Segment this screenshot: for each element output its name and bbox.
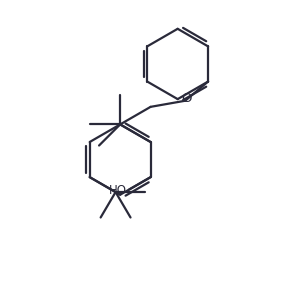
Text: O: O (182, 93, 192, 105)
Text: HO: HO (108, 184, 126, 197)
